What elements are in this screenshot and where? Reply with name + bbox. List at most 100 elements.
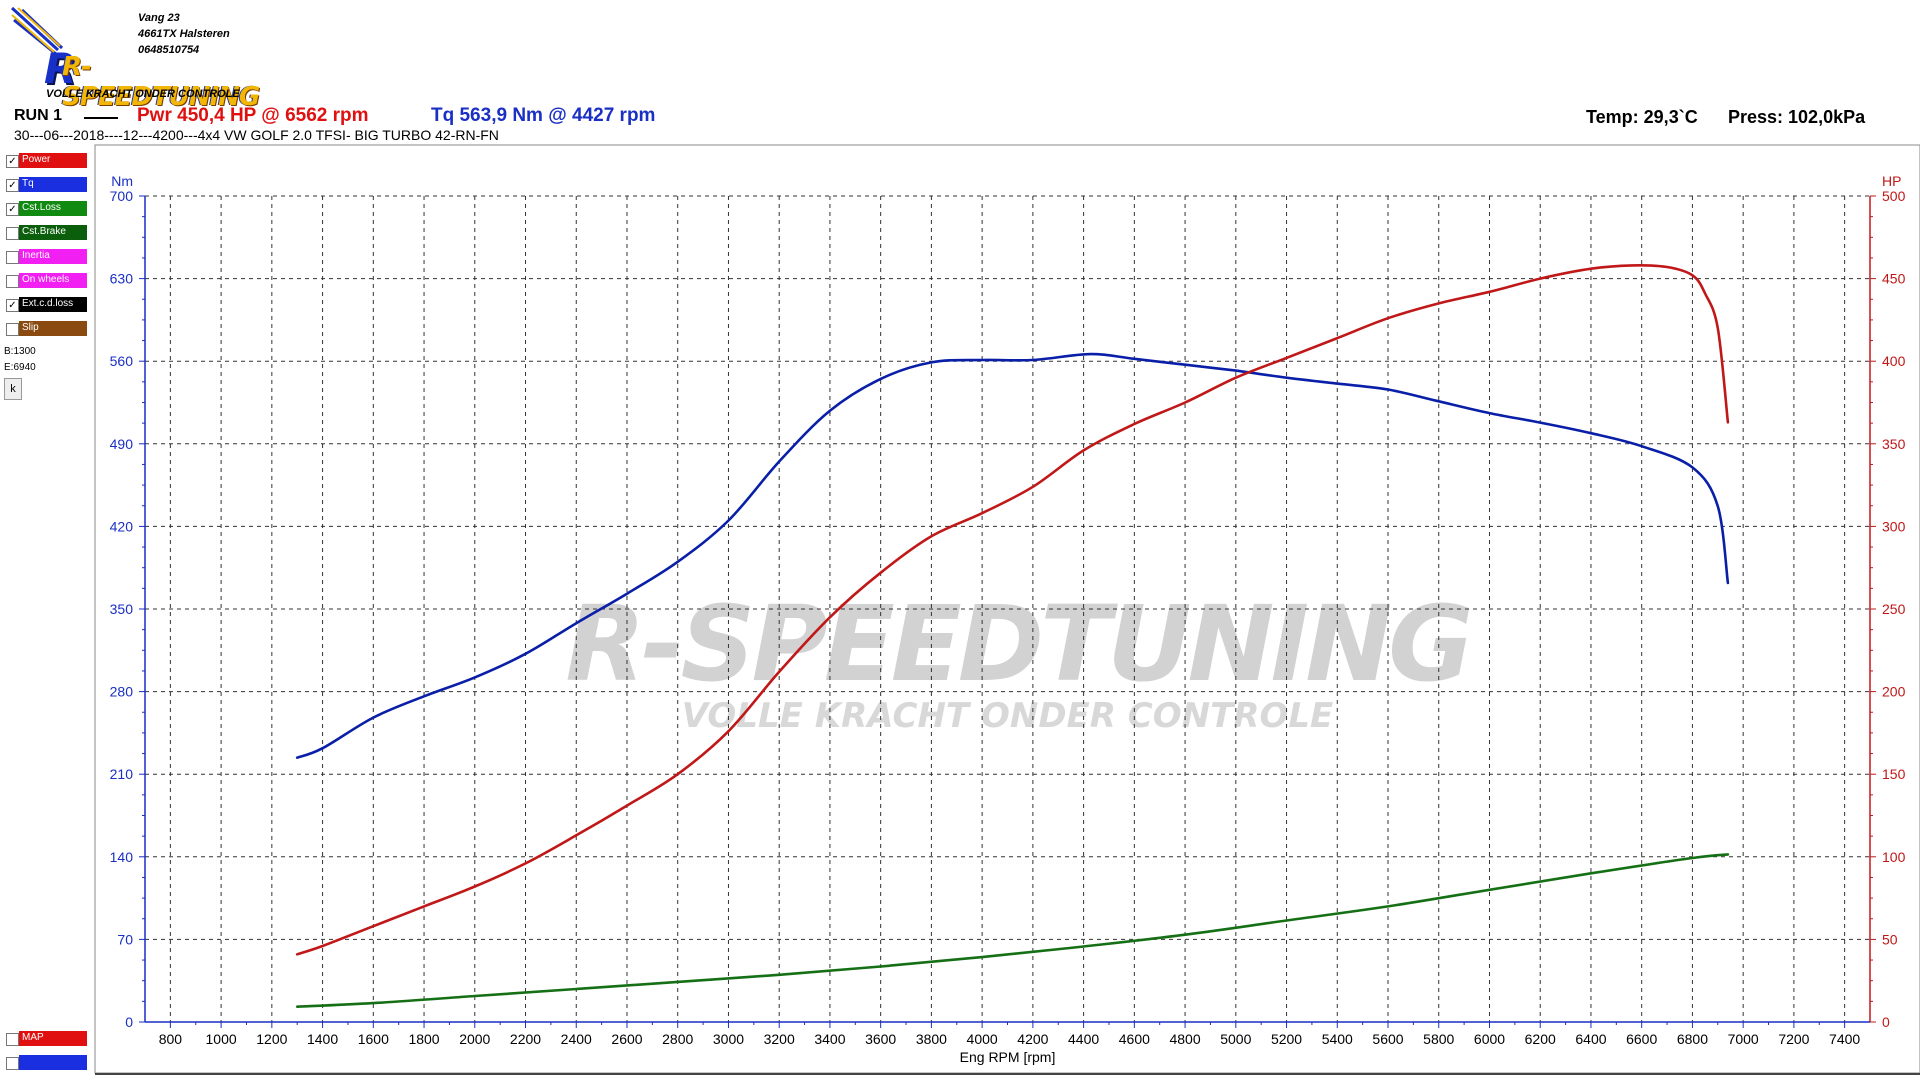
x-tick-label: 6200 [1525, 1031, 1556, 1047]
company-logo: R R-SPEEDTUNING VOLLE KRACHT ONDER CONTR… [6, 4, 260, 112]
x-tick-label: 6000 [1474, 1031, 1505, 1047]
legend-checkbox[interactable] [6, 251, 19, 264]
aux-legend-item-item-1[interactable] [4, 1054, 87, 1072]
run-line-style-indicator [84, 117, 118, 119]
x-tick-label: 2200 [510, 1031, 541, 1047]
legend-checkbox[interactable] [6, 227, 19, 240]
x-tick-label: 6600 [1626, 1031, 1657, 1047]
x-tick-label: 2000 [459, 1031, 490, 1047]
legend-item-slip[interactable]: Slip [4, 320, 87, 338]
legend-checkbox[interactable]: ✓ [6, 179, 19, 192]
y-tick-label-left: 140 [110, 849, 134, 865]
watermark-slogan: VOLLE KRACHT ONDER CONTROLE [682, 696, 1334, 736]
k-button[interactable]: k [4, 378, 22, 400]
legend-label: Cst.Brake [22, 226, 66, 237]
x-tick-label: 5400 [1322, 1031, 1353, 1047]
legend-swatch [19, 177, 87, 192]
y-tick-label-right: 400 [1882, 353, 1906, 369]
x-tick-label: 5200 [1271, 1031, 1302, 1047]
legend-item-cst-loss[interactable]: ✓ Cst.Loss [4, 200, 87, 218]
legend-checkbox[interactable]: ✓ [6, 155, 19, 168]
x-tick-label: 6800 [1677, 1031, 1708, 1047]
y-tick-label-right: 100 [1882, 849, 1906, 865]
x-tick-label: 5000 [1220, 1031, 1251, 1047]
run-label: RUN 1 [14, 107, 63, 124]
x-tick-label: 1200 [256, 1031, 287, 1047]
address-postcode-city: 4661TX Halsteren [138, 28, 230, 40]
legend-item-power[interactable]: ✓ Power [4, 152, 87, 170]
y-axis-title-left: Nm [111, 173, 133, 189]
y-tick-label-left: 0 [125, 1014, 133, 1030]
torque-summary: Tq 563,9 Nm @ 4427 rpm [431, 105, 656, 126]
x-tick-label: 4400 [1068, 1031, 1099, 1047]
legend-checkbox[interactable] [6, 275, 19, 288]
y-tick-label-right: 200 [1882, 684, 1906, 700]
x-tick-label: 2600 [611, 1031, 642, 1047]
legend-label: Tq [22, 178, 34, 189]
y-tick-label-right: 300 [1882, 518, 1906, 534]
x-tick-label: 3800 [916, 1031, 947, 1047]
x-tick-label: 2800 [662, 1031, 693, 1047]
x-axis-title: Eng RPM [rpm] [960, 1049, 1056, 1065]
legend-swatch [19, 297, 87, 312]
x-tick-label: 2400 [561, 1031, 592, 1047]
y-tick-label-right: 0 [1882, 1014, 1890, 1030]
legend-label: Ext.c.d.loss [22, 298, 74, 309]
x-tick-label: 800 [159, 1031, 183, 1047]
legend-swatch [19, 1055, 87, 1070]
series-line-power [295, 263, 1730, 956]
x-tick-label: 5600 [1372, 1031, 1403, 1047]
x-tick-label: 4200 [1017, 1031, 1048, 1047]
y-tick-label-left: 490 [110, 436, 134, 452]
y-tick-label-right: 250 [1882, 601, 1906, 617]
x-tick-label: 1400 [307, 1031, 338, 1047]
x-tick-label: 3600 [865, 1031, 896, 1047]
x-tick-label: 4000 [967, 1031, 998, 1047]
legend-label: Slip [22, 322, 39, 333]
y-tick-label-left: 280 [110, 684, 134, 700]
legend-swatch [19, 201, 87, 216]
y-tick-label-right: 50 [1882, 931, 1898, 947]
logo-wordmark: R-SPEEDTUNING [62, 52, 260, 112]
footer-divider [95, 1073, 1920, 1075]
range-end-label: E:6940 [4, 362, 36, 373]
legend-item-on-wheels[interactable]: On wheels [4, 272, 87, 290]
legend-checkbox[interactable] [6, 1033, 19, 1046]
logo-slogan: VOLLE KRACHT ONDER CONTROLE [46, 88, 240, 100]
legend-checkbox[interactable]: ✓ [6, 299, 19, 312]
legend-swatch [19, 249, 87, 264]
y-tick-label-left: 210 [110, 766, 134, 782]
legend-item-cst-brake[interactable]: Cst.Brake [4, 224, 87, 242]
legend-checkbox[interactable] [6, 1057, 19, 1070]
logo-letter-r: R [44, 44, 77, 93]
y-tick-label-left: 560 [110, 353, 134, 369]
legend-item-ext-c-d-loss[interactable]: ✓ Ext.c.d.loss [4, 296, 87, 314]
y-tick-label-right: 150 [1882, 766, 1906, 782]
legend-label: Inertia [22, 250, 50, 261]
run-description: 30---06---2018----12---4200---4x4 VW GOL… [14, 127, 499, 143]
series-line-cst-loss [295, 853, 1730, 1008]
legend-item-tq[interactable]: ✓ Tq [4, 176, 87, 194]
x-tick-label: 7200 [1778, 1031, 1809, 1047]
legend-label: On wheels [22, 274, 70, 285]
x-tick-label: 6400 [1575, 1031, 1606, 1047]
y-tick-label-left: 700 [110, 188, 134, 204]
legend-checkbox[interactable]: ✓ [6, 203, 19, 216]
series-line-tq [295, 352, 1730, 759]
x-tick-label: 4600 [1119, 1031, 1150, 1047]
watermark-wordmark: R-SPEEDTUNING [565, 583, 1469, 705]
legend-swatch [19, 153, 87, 168]
legend-swatch [19, 225, 87, 240]
aux-legend-item-map[interactable]: MAP [4, 1030, 87, 1048]
logo-rays-icon [10, 6, 64, 56]
legend-label: Power [22, 154, 51, 165]
address-street: Vang 23 [138, 12, 180, 24]
x-tick-label: 1600 [358, 1031, 389, 1047]
legend-checkbox[interactable] [6, 323, 19, 336]
y-tick-label-right: 450 [1882, 271, 1906, 287]
x-tick-label: 5800 [1423, 1031, 1454, 1047]
x-tick-label: 1800 [408, 1031, 439, 1047]
y-axis-title-right: HP [1882, 173, 1901, 189]
legend-item-inertia[interactable]: Inertia [4, 248, 87, 266]
